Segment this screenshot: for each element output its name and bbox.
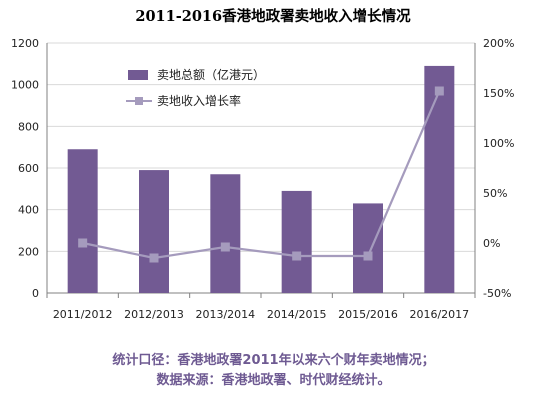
y-left-tick-label: 200 (18, 245, 39, 258)
y-right-tick-label: 150% (483, 87, 514, 100)
y-right-tick-label: 50% (483, 187, 507, 200)
y-right-tick-label: 200% (483, 37, 514, 50)
y-left-tick-label: 1200 (11, 37, 39, 50)
y-left-tick-label: 800 (18, 120, 39, 133)
x-tick-label: 2015/2016 (338, 308, 398, 321)
bar (353, 203, 383, 293)
y-right-tick-label: 0% (483, 237, 500, 250)
legend-swatch-marker (135, 97, 143, 105)
footnote-source: 数据来源：香港地政署、时代财经统计。 (156, 373, 391, 388)
bar (424, 65, 455, 294)
growth-marker (363, 251, 373, 261)
x-tick-label: 2013/2014 (195, 308, 255, 321)
y-left-tick-label: 1000 (11, 79, 39, 92)
growth-marker (434, 86, 444, 96)
y-left-tick-label: 600 (18, 162, 39, 175)
y-right-tick-label: -50% (483, 287, 511, 300)
legend-swatch-bar (128, 70, 148, 80)
legend-label-line: 卖地收入增长率 (157, 93, 241, 108)
growth-marker (292, 251, 302, 261)
bar (210, 174, 241, 293)
x-tick-label: 2014/2015 (267, 308, 327, 321)
x-tick-label: 2012/2013 (124, 308, 184, 321)
y-left-tick-label: 0 (32, 287, 39, 300)
footnote-scope: 统计口径：香港地政署2011年以来六个财年卖地情况； (112, 353, 435, 368)
chart-title: 2011-2016香港地政署卖地收入增长情况 (135, 7, 411, 25)
bar (67, 149, 98, 293)
y-right-tick-label: 100% (483, 137, 514, 150)
bar (281, 190, 312, 293)
x-tick-label: 2011/2012 (53, 308, 113, 321)
y-left-tick-label: 400 (18, 204, 39, 217)
bar (139, 170, 169, 293)
legend-label-bar: 卖地总额（亿港元） (157, 67, 265, 82)
growth-marker (78, 238, 88, 248)
growth-marker (220, 242, 230, 252)
growth-marker (149, 253, 159, 263)
growth-line (82, 90, 441, 260)
x-tick-label: 2016/2017 (409, 308, 469, 321)
